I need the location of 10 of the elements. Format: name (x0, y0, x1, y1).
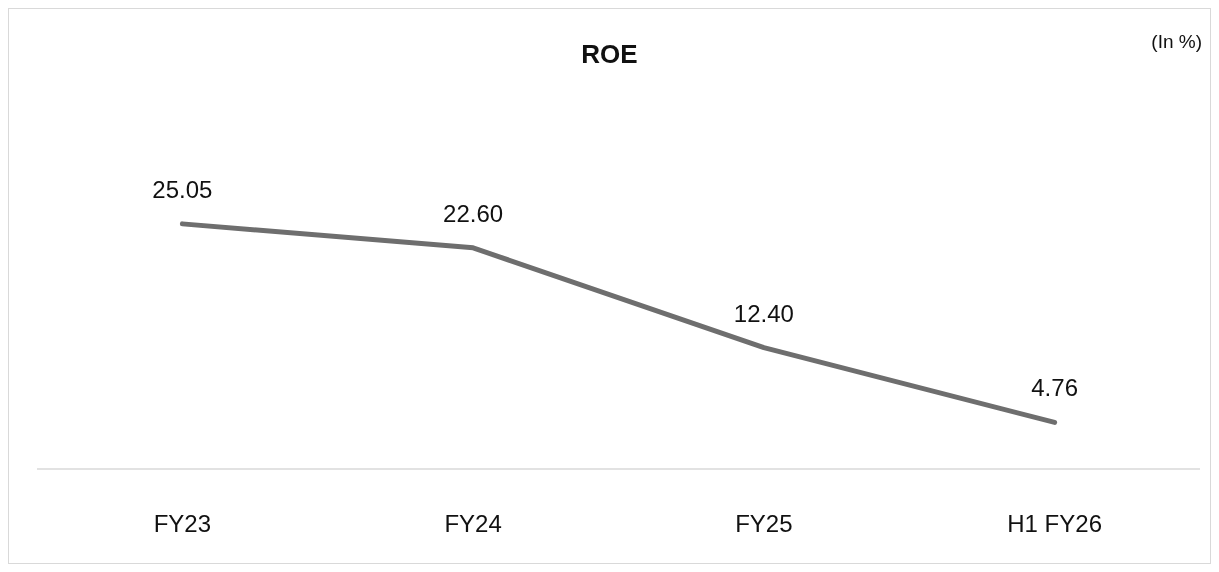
data-label: 22.60 (443, 199, 504, 227)
x-tick-label: FY23 (153, 510, 212, 538)
chart-title: ROE (581, 39, 638, 69)
x-tick-label: FY24 (444, 510, 502, 538)
data-label: 25.05 (152, 175, 213, 203)
unit-note: (In %) (1151, 31, 1202, 53)
data-label: 4.76 (1031, 374, 1078, 402)
x-tick-label: H1 FY26 (1007, 510, 1102, 538)
x-tick-label: FY25 (735, 510, 793, 538)
data-label: 12.40 (733, 299, 794, 327)
